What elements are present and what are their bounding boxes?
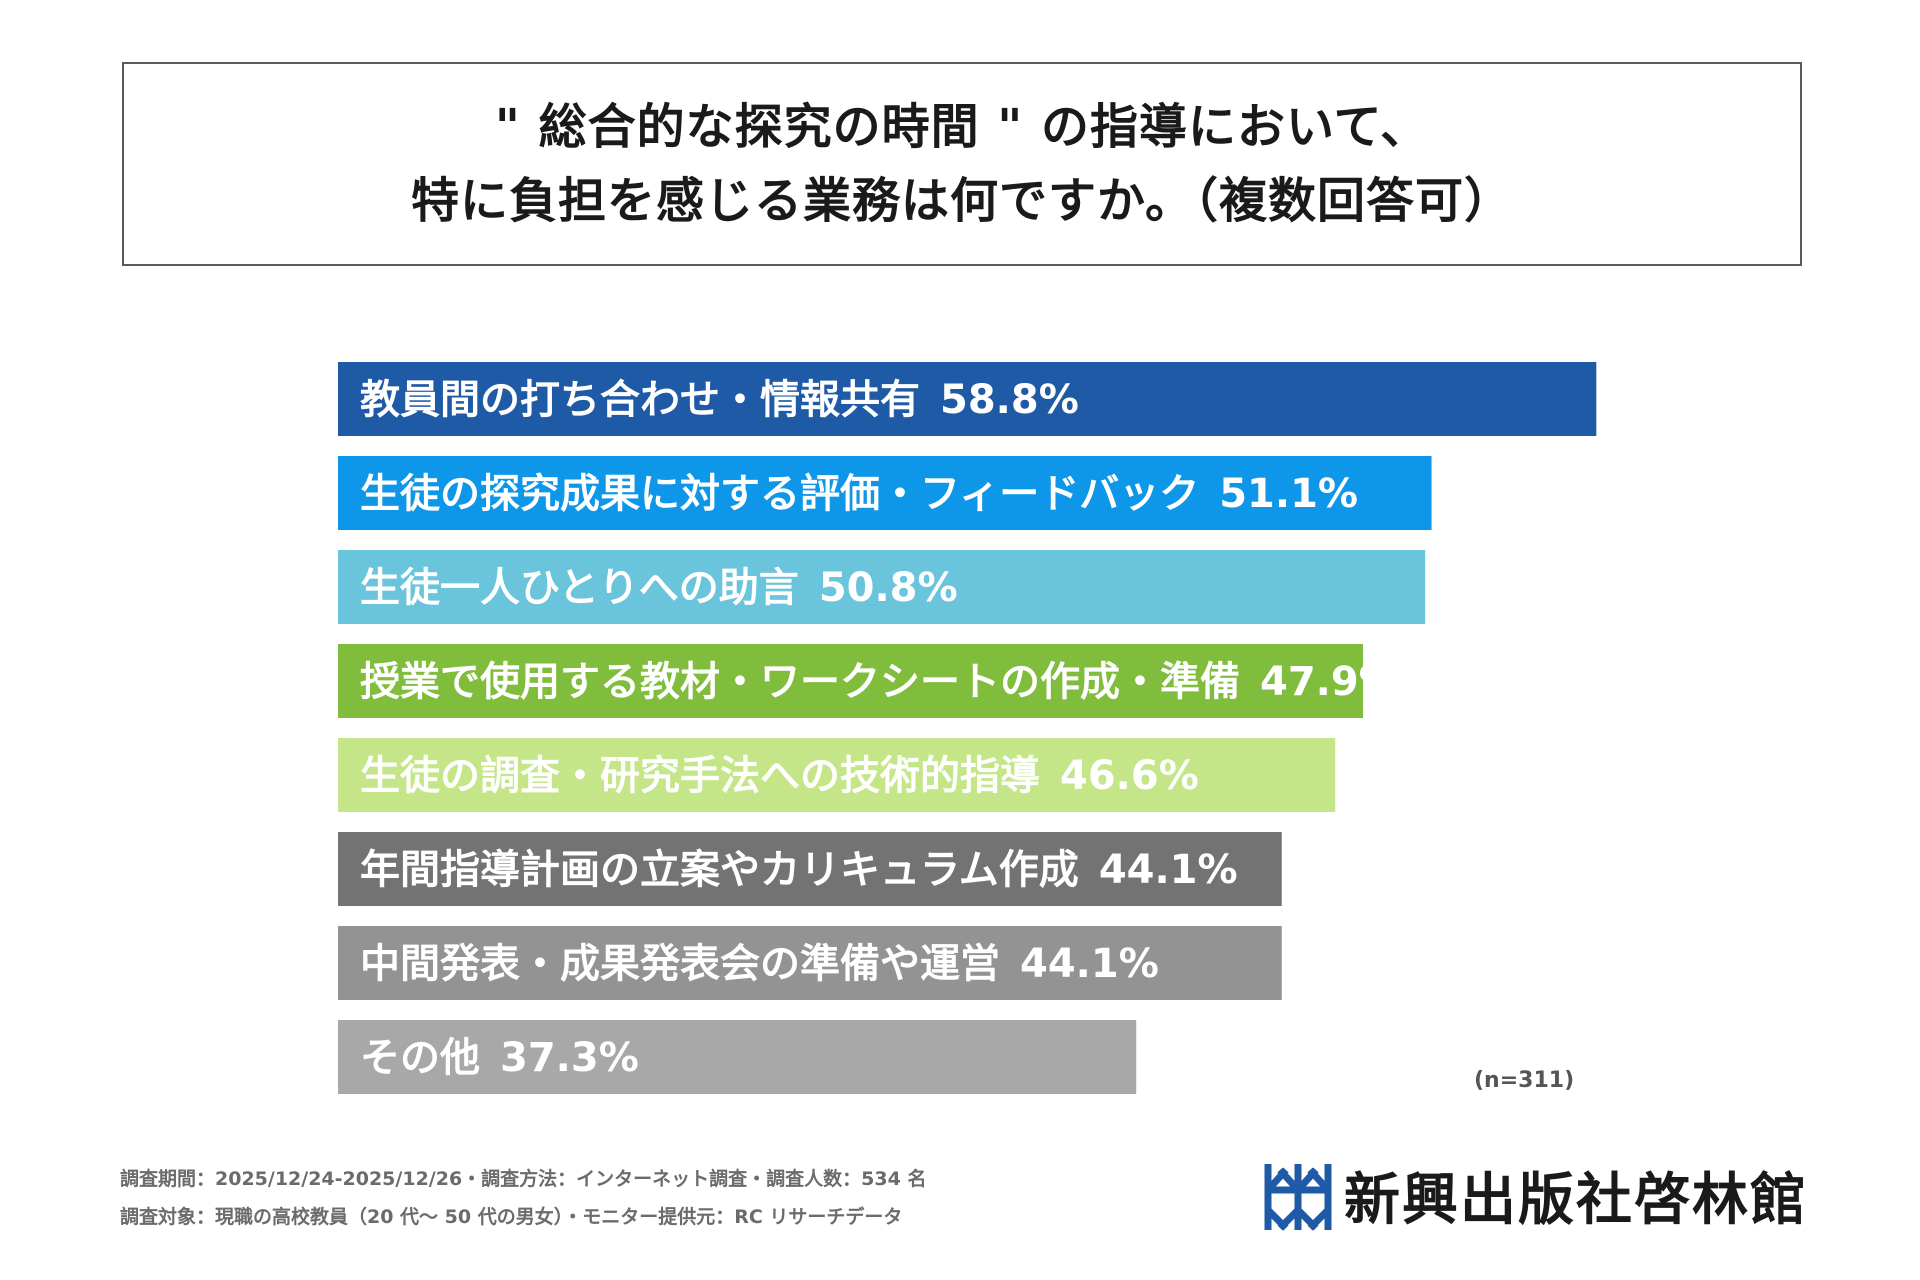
value-label-4: 47.9% (1240, 659, 1399, 705)
category-label-8: その他 (360, 1035, 480, 1081)
category-label-3: 生徒一人ひとりへの助言 (360, 565, 799, 611)
category-label-6: 年間指導計画の立案やカリキュラム作成 (360, 847, 1079, 893)
bar-label-1: 教員間の打ち合わせ・情報共有 58.8% (360, 377, 1079, 423)
bar-8 (338, 1020, 1137, 1094)
value-label-7: 44.1% (1000, 941, 1159, 987)
bar-label-6: 年間指導計画の立案やカリキュラム作成 44.1% (360, 847, 1238, 893)
value-label-5: 46.6% (1040, 753, 1199, 799)
category-label-7: 中間発表・成果発表会の準備や運営 (360, 941, 1000, 987)
survey-footnotes: 調査期間：2025/12/24-2025/12/26・調査方法：インターネット調… (120, 1160, 926, 1236)
sample-size-label: (n=311) (1474, 1068, 1575, 1093)
footnote-line-1: 調査期間：2025/12/24-2025/12/26・調査方法：インターネット調… (120, 1168, 927, 1190)
bar-label-5: 生徒の調査・研究手法への技術的指導 46.6% (360, 753, 1199, 799)
bar-label-3: 生徒一人ひとりへの助言 50.8% (360, 565, 958, 611)
category-label-1: 教員間の打ち合わせ・情報共有 (360, 377, 920, 423)
title-line-1: " 総合的な探究の時間 " の指導において、 (494, 99, 1430, 155)
value-label-6: 44.1% (1079, 847, 1238, 893)
bar-1 (338, 362, 1597, 436)
value-label-1: 58.8% (920, 377, 1079, 423)
title-line-2: 特に負担を感じる業務は何ですか。（複数回答可） (410, 173, 1514, 229)
category-label-2: 生徒の探究成果に対する評価・フィードバック (360, 471, 1199, 517)
keirinkan-logo-mark-icon (1264, 1163, 1332, 1230)
footnote-line-2: 調査対象：現職の高校教員（20 代～ 50 代の男女）・モニター提供元：RC リ… (120, 1206, 903, 1228)
bar-label-2: 生徒の探究成果に対する評価・フィードバック 51.1% (360, 471, 1358, 517)
bar-label-4: 授業で使用する教材・ワークシートの作成・準備 47.9% (360, 659, 1399, 705)
category-label-4: 授業で使用する教材・ワークシートの作成・準備 (360, 659, 1240, 705)
value-label-2: 51.1% (1199, 471, 1358, 517)
bar-6 (338, 832, 1282, 906)
bar-label-8: その他 37.3% (360, 1035, 639, 1081)
bar-label-7: 中間発表・成果発表会の準備や運営 44.1% (360, 941, 1159, 987)
bar-chart: 教員間の打ち合わせ・情報共有 58.8% 生徒の探究成果に対する評価・フィードバッ… (338, 362, 1597, 1094)
bar-4 (338, 644, 1364, 718)
bar-7 (338, 926, 1282, 1000)
bar-2 (338, 456, 1432, 530)
category-label-5: 生徒の調査・研究手法への技術的指導 (360, 753, 1040, 799)
publisher-name: 新興出版社啓林館 (1344, 1167, 1808, 1233)
value-label-3: 50.8% (799, 565, 958, 611)
value-label-8: 37.3% (480, 1035, 639, 1081)
publisher-logo: 新興出版社啓林館 (1262, 1155, 1808, 1236)
bar-3 (338, 550, 1426, 624)
title-box: " 総合的な探究の時間 " の指導において、 特に負担を感じる業務は何ですか。（… (122, 62, 1802, 266)
bar-5 (338, 738, 1336, 812)
